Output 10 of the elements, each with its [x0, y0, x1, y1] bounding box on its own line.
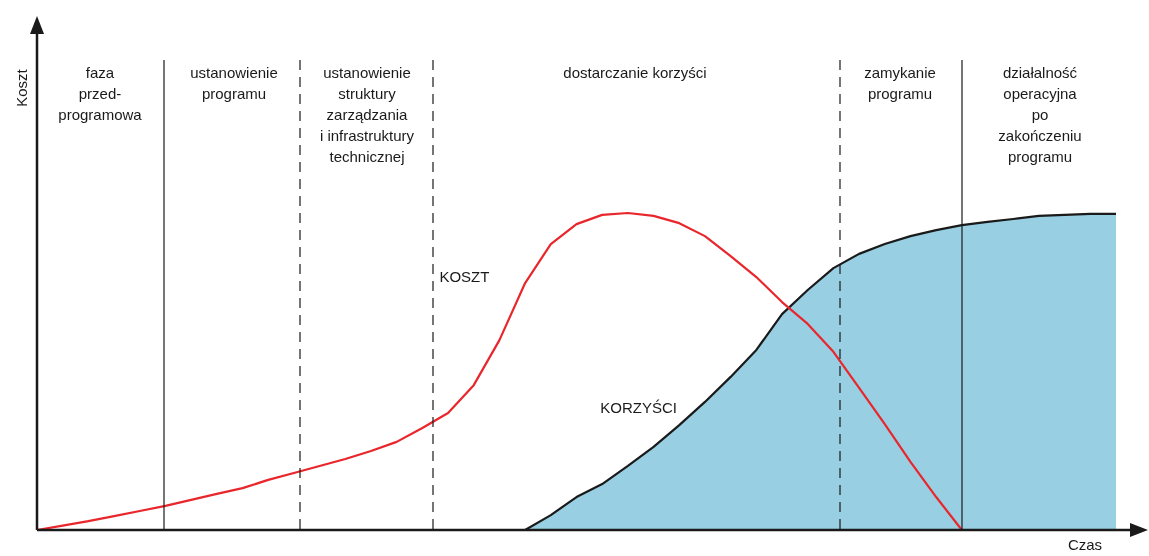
- text: KOSZT: [439, 268, 490, 286]
- text: ustanowienie struktury zarządzania i infrastruktury technicznej: [319, 64, 415, 165]
- text: Koszt: [13, 68, 30, 107]
- x-axis-title: Czas: [1067, 536, 1103, 553]
- text: działalność operacyjna po zakończeniu programu: [998, 64, 1082, 165]
- text: faza przed- programowa: [58, 64, 143, 123]
- text: ustanowienie programu: [190, 64, 278, 102]
- text: zamykanie programu: [864, 64, 936, 102]
- series-label: KORZYŚCI: [600, 398, 677, 416]
- text: dostarczanie korzyści: [563, 64, 707, 81]
